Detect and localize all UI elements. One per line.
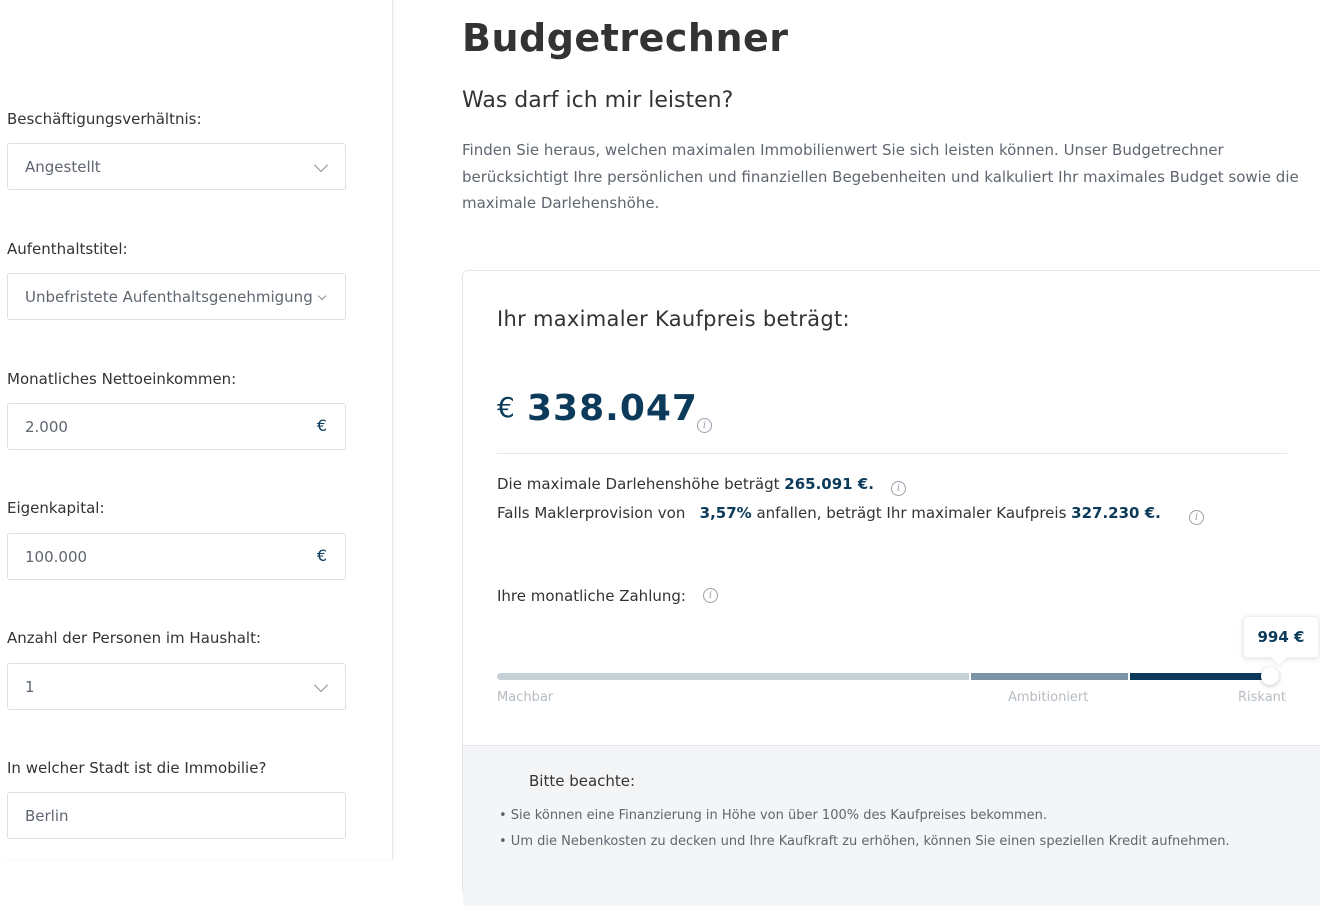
city-input[interactable]: Berlin [7, 792, 346, 839]
page-subtitle: Was darf ich mir leisten? [462, 88, 734, 113]
income-input[interactable]: 2.000 € [7, 403, 346, 450]
euro-icon: € [316, 416, 327, 435]
scale-segment-low [497, 673, 969, 680]
max-price: 338.047 [527, 388, 698, 429]
employment-label: Beschäftigungsverhältnis: [7, 110, 202, 128]
equity-value: 100.000 [25, 548, 88, 566]
payment-slider-handle[interactable] [1261, 667, 1280, 685]
scale-label-mid: Ambitioniert [1008, 690, 1089, 705]
sidebar: Beschäftigungsverhältnis: Angestellt Auf… [0, 0, 393, 859]
city-value: Berlin [25, 807, 69, 825]
notice-title: Bitte beachte: [529, 772, 636, 790]
intro-text: Finden Sie heraus, welchen maximalen Imm… [462, 141, 1299, 212]
info-icon[interactable]: i [697, 418, 712, 433]
main-content: Budgetrechner Was darf ich mir leisten? … [462, 0, 1320, 906]
info-icon[interactable]: i [1189, 510, 1204, 525]
page-title: Budgetrechner [462, 16, 789, 60]
residence-select[interactable]: Unbefristete Aufenthaltsgenehmigung [7, 273, 346, 320]
notice-item: • Um die Nebenkosten zu decken und Ihre … [499, 834, 1230, 849]
equity-label: Eigenkapital: [7, 499, 105, 517]
notice-box: Bitte beachte: • Sie können eine Finanzi… [463, 745, 1320, 906]
scale-label-high: Riskant [1238, 690, 1287, 705]
commission-rate: 3,57% [699, 504, 752, 522]
result-card: Ihr maximaler Kaufpreis beträgt: € 338.0… [462, 270, 1320, 906]
persons-value: 1 [25, 678, 35, 696]
scale-segment-mid [971, 673, 1128, 680]
city-label: In welcher Stadt ist die Immobilie? [7, 759, 267, 777]
persons-select[interactable]: 1 [7, 663, 346, 710]
employment-value: Angestellt [25, 158, 101, 176]
income-value: 2.000 [25, 418, 68, 436]
commission-line: Falls Maklerprovision von 3,57% anfallen… [497, 504, 1161, 522]
monthly-payment-label: Ihre monatliche Zahlung: [497, 587, 686, 605]
euro-icon: € [316, 546, 327, 565]
loan-line: Die maximale Darlehenshöhe beträgt 265.0… [497, 475, 874, 493]
residence-value: Unbefristete Aufenthaltsgenehmigung [25, 288, 313, 306]
divider [497, 453, 1287, 454]
employment-select[interactable]: Angestellt [7, 143, 346, 190]
persons-label: Anzahl der Personen im Haushalt: [7, 629, 262, 647]
equity-input[interactable]: 100.000 € [7, 533, 346, 580]
scale-segment-high [1130, 673, 1278, 680]
loan-value: 265.091 €. [784, 475, 874, 493]
info-icon[interactable]: i [703, 588, 718, 603]
scale-label-low: Machbar [497, 690, 554, 705]
monthly-payment-value: 994 € [1243, 616, 1319, 658]
income-label: Monatliches Nettoeinkommen: [7, 370, 237, 388]
info-icon[interactable]: i [891, 481, 906, 496]
commission-prefix: Falls Maklerprovision von [497, 504, 686, 522]
commission-middle: anfallen, beträgt Ihr maximaler Kaufprei… [756, 504, 1067, 522]
result-heading: Ihr maximaler Kaufpreis beträgt: [497, 307, 850, 331]
loan-prefix: Die maximale Darlehenshöhe beträgt [497, 475, 780, 493]
residence-label: Aufenthaltstitel: [7, 240, 128, 258]
commission-price: 327.230 €. [1071, 504, 1161, 522]
notice-item: • Sie können eine Finanzierung in Höhe v… [499, 808, 1048, 823]
euro-icon: € [497, 391, 515, 424]
